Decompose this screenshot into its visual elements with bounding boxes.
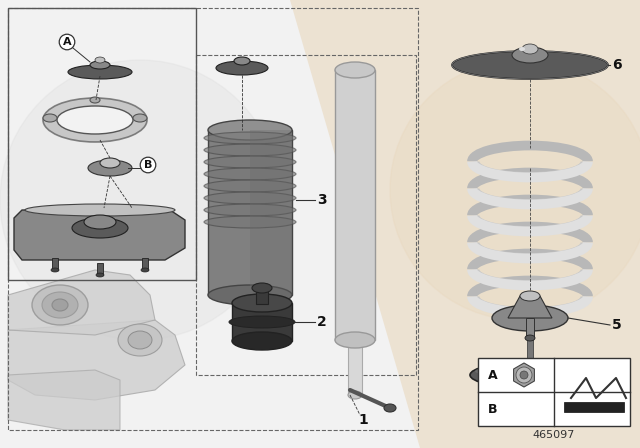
- Ellipse shape: [208, 285, 292, 305]
- Circle shape: [390, 60, 640, 320]
- Bar: [8, 8, 196, 280]
- Ellipse shape: [232, 332, 292, 350]
- Bar: [478, 358, 630, 426]
- Text: B: B: [144, 160, 152, 170]
- Ellipse shape: [95, 57, 105, 63]
- Text: 2: 2: [317, 315, 327, 329]
- Ellipse shape: [525, 335, 535, 341]
- Ellipse shape: [204, 168, 296, 180]
- Ellipse shape: [43, 98, 147, 142]
- Ellipse shape: [25, 204, 175, 216]
- Ellipse shape: [252, 283, 272, 293]
- Text: B: B: [488, 402, 497, 415]
- Ellipse shape: [72, 218, 128, 238]
- Ellipse shape: [208, 120, 292, 140]
- Ellipse shape: [519, 47, 525, 51]
- Ellipse shape: [204, 132, 296, 144]
- Ellipse shape: [96, 273, 104, 277]
- Ellipse shape: [204, 192, 296, 204]
- Ellipse shape: [335, 62, 375, 78]
- Ellipse shape: [204, 144, 296, 156]
- Text: A: A: [488, 369, 498, 382]
- Ellipse shape: [492, 305, 568, 331]
- Bar: [208, 130, 292, 295]
- Ellipse shape: [234, 57, 250, 65]
- Text: 6: 6: [612, 58, 621, 72]
- Ellipse shape: [520, 291, 540, 301]
- Text: 5: 5: [612, 318, 621, 332]
- Ellipse shape: [52, 299, 68, 311]
- Ellipse shape: [128, 331, 152, 349]
- Text: 465097: 465097: [533, 430, 575, 440]
- Bar: [232, 303, 292, 341]
- Ellipse shape: [32, 285, 88, 325]
- Text: 4: 4: [612, 378, 621, 392]
- Ellipse shape: [84, 215, 116, 229]
- Ellipse shape: [90, 97, 100, 103]
- Polygon shape: [8, 320, 185, 400]
- Ellipse shape: [204, 156, 296, 168]
- Bar: [52, 258, 58, 270]
- Ellipse shape: [475, 364, 585, 378]
- Ellipse shape: [100, 158, 120, 168]
- Ellipse shape: [90, 61, 110, 69]
- Polygon shape: [8, 270, 155, 335]
- Ellipse shape: [204, 180, 296, 192]
- Text: A: A: [63, 37, 71, 47]
- Bar: [142, 258, 148, 270]
- Ellipse shape: [516, 367, 532, 383]
- Polygon shape: [250, 130, 292, 295]
- Bar: [8, 8, 418, 430]
- Bar: [564, 402, 624, 412]
- Polygon shape: [8, 370, 120, 430]
- Ellipse shape: [512, 47, 548, 63]
- Text: 1: 1: [358, 413, 368, 427]
- Ellipse shape: [68, 65, 132, 79]
- Ellipse shape: [335, 332, 375, 348]
- Ellipse shape: [232, 294, 292, 312]
- Ellipse shape: [216, 61, 268, 75]
- Polygon shape: [508, 296, 552, 318]
- Ellipse shape: [470, 362, 590, 388]
- Bar: [527, 338, 533, 373]
- Bar: [348, 345, 362, 395]
- Ellipse shape: [204, 204, 296, 216]
- Ellipse shape: [229, 316, 295, 328]
- Polygon shape: [14, 210, 185, 260]
- Ellipse shape: [522, 44, 538, 54]
- Ellipse shape: [384, 404, 396, 412]
- Ellipse shape: [118, 324, 162, 356]
- Ellipse shape: [520, 371, 528, 379]
- Ellipse shape: [42, 292, 78, 318]
- Ellipse shape: [57, 106, 133, 134]
- Bar: [335, 70, 375, 340]
- Circle shape: [0, 60, 280, 340]
- Ellipse shape: [133, 114, 147, 122]
- Bar: [526, 318, 534, 338]
- Ellipse shape: [43, 114, 57, 122]
- Bar: [256, 288, 268, 304]
- Ellipse shape: [348, 391, 362, 399]
- Bar: [196, 55, 416, 375]
- Ellipse shape: [204, 216, 296, 228]
- Ellipse shape: [141, 268, 149, 272]
- Text: 3: 3: [317, 193, 326, 207]
- Ellipse shape: [88, 160, 132, 176]
- Polygon shape: [290, 0, 640, 448]
- Ellipse shape: [452, 51, 608, 79]
- Bar: [97, 263, 103, 275]
- Ellipse shape: [51, 268, 59, 272]
